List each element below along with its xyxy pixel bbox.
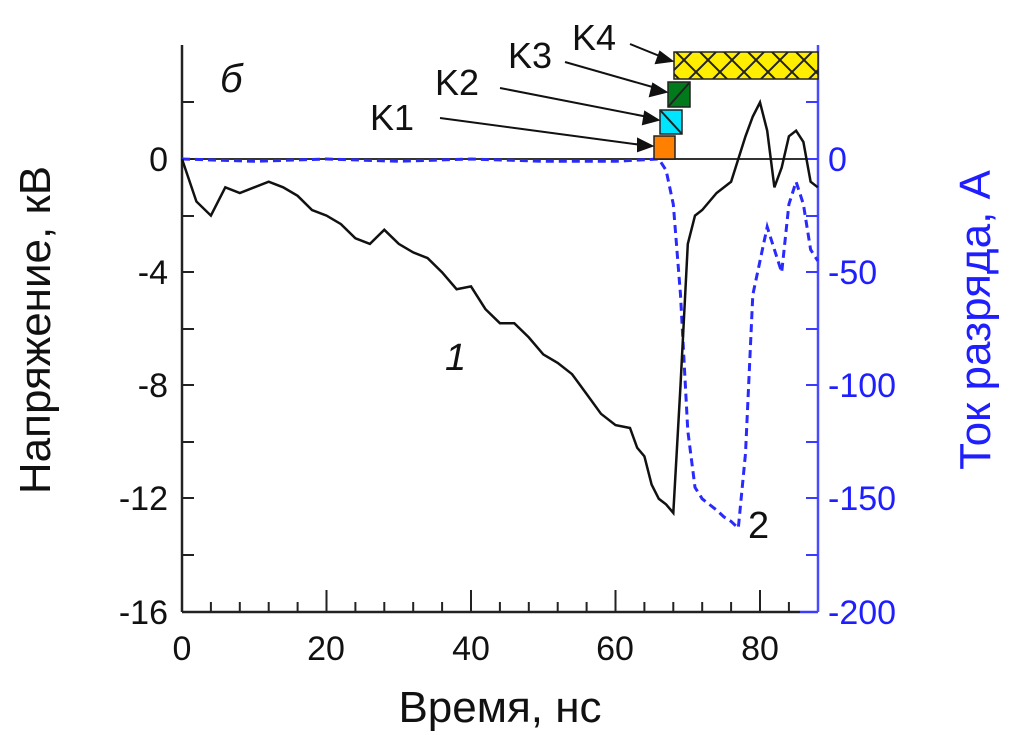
series-1-annotation: 1 bbox=[445, 337, 466, 379]
y-right-tick: -100 bbox=[828, 367, 896, 405]
y-right-tick: -50 bbox=[828, 254, 877, 292]
current-series-line bbox=[181, 157, 820, 532]
y-right-tick: 0 bbox=[828, 141, 847, 179]
k2-label: K2 bbox=[435, 62, 479, 103]
k4-marker bbox=[673, 51, 819, 80]
k1-marker bbox=[653, 135, 676, 160]
y-right-tick: -200 bbox=[828, 594, 896, 632]
k4-label: K4 bbox=[572, 17, 616, 58]
series-2-annotation: 2 bbox=[748, 505, 769, 547]
panel-label: б bbox=[220, 57, 244, 101]
x-axis: 0 20 40 60 80 Время, нс bbox=[173, 590, 818, 732]
x-tick: 0 bbox=[173, 630, 192, 668]
k3-label: K3 bbox=[508, 35, 552, 76]
voltage-series-line bbox=[180, 98, 819, 517]
y-left-tick: -16 bbox=[119, 594, 168, 632]
y-left-tick: 0 bbox=[149, 141, 168, 179]
y-axis-right: 0 -50 -100 -150 -200 Ток разряда, А bbox=[806, 45, 1000, 632]
x-label: Время, нс bbox=[398, 683, 601, 732]
x-tick: 40 bbox=[452, 630, 490, 668]
y-left-tick: -8 bbox=[138, 367, 168, 405]
x-tick: 60 bbox=[596, 630, 634, 668]
y-axis-left: 0 -4 -8 -12 -16 Напряжение, кВ bbox=[11, 45, 194, 632]
y-left-tick: -12 bbox=[119, 480, 168, 518]
y-right-tick: -150 bbox=[828, 480, 896, 518]
y-left-tick: -4 bbox=[138, 254, 168, 292]
k-markers: K1 K2 K3 K4 bbox=[370, 17, 819, 160]
x-tick: 20 bbox=[307, 630, 345, 668]
y-right-label: Ток разряда, А bbox=[951, 169, 1000, 469]
y-left-label: Напряжение, кВ bbox=[11, 166, 60, 494]
k1-label: K1 bbox=[370, 97, 414, 138]
x-tick: 80 bbox=[741, 630, 779, 668]
